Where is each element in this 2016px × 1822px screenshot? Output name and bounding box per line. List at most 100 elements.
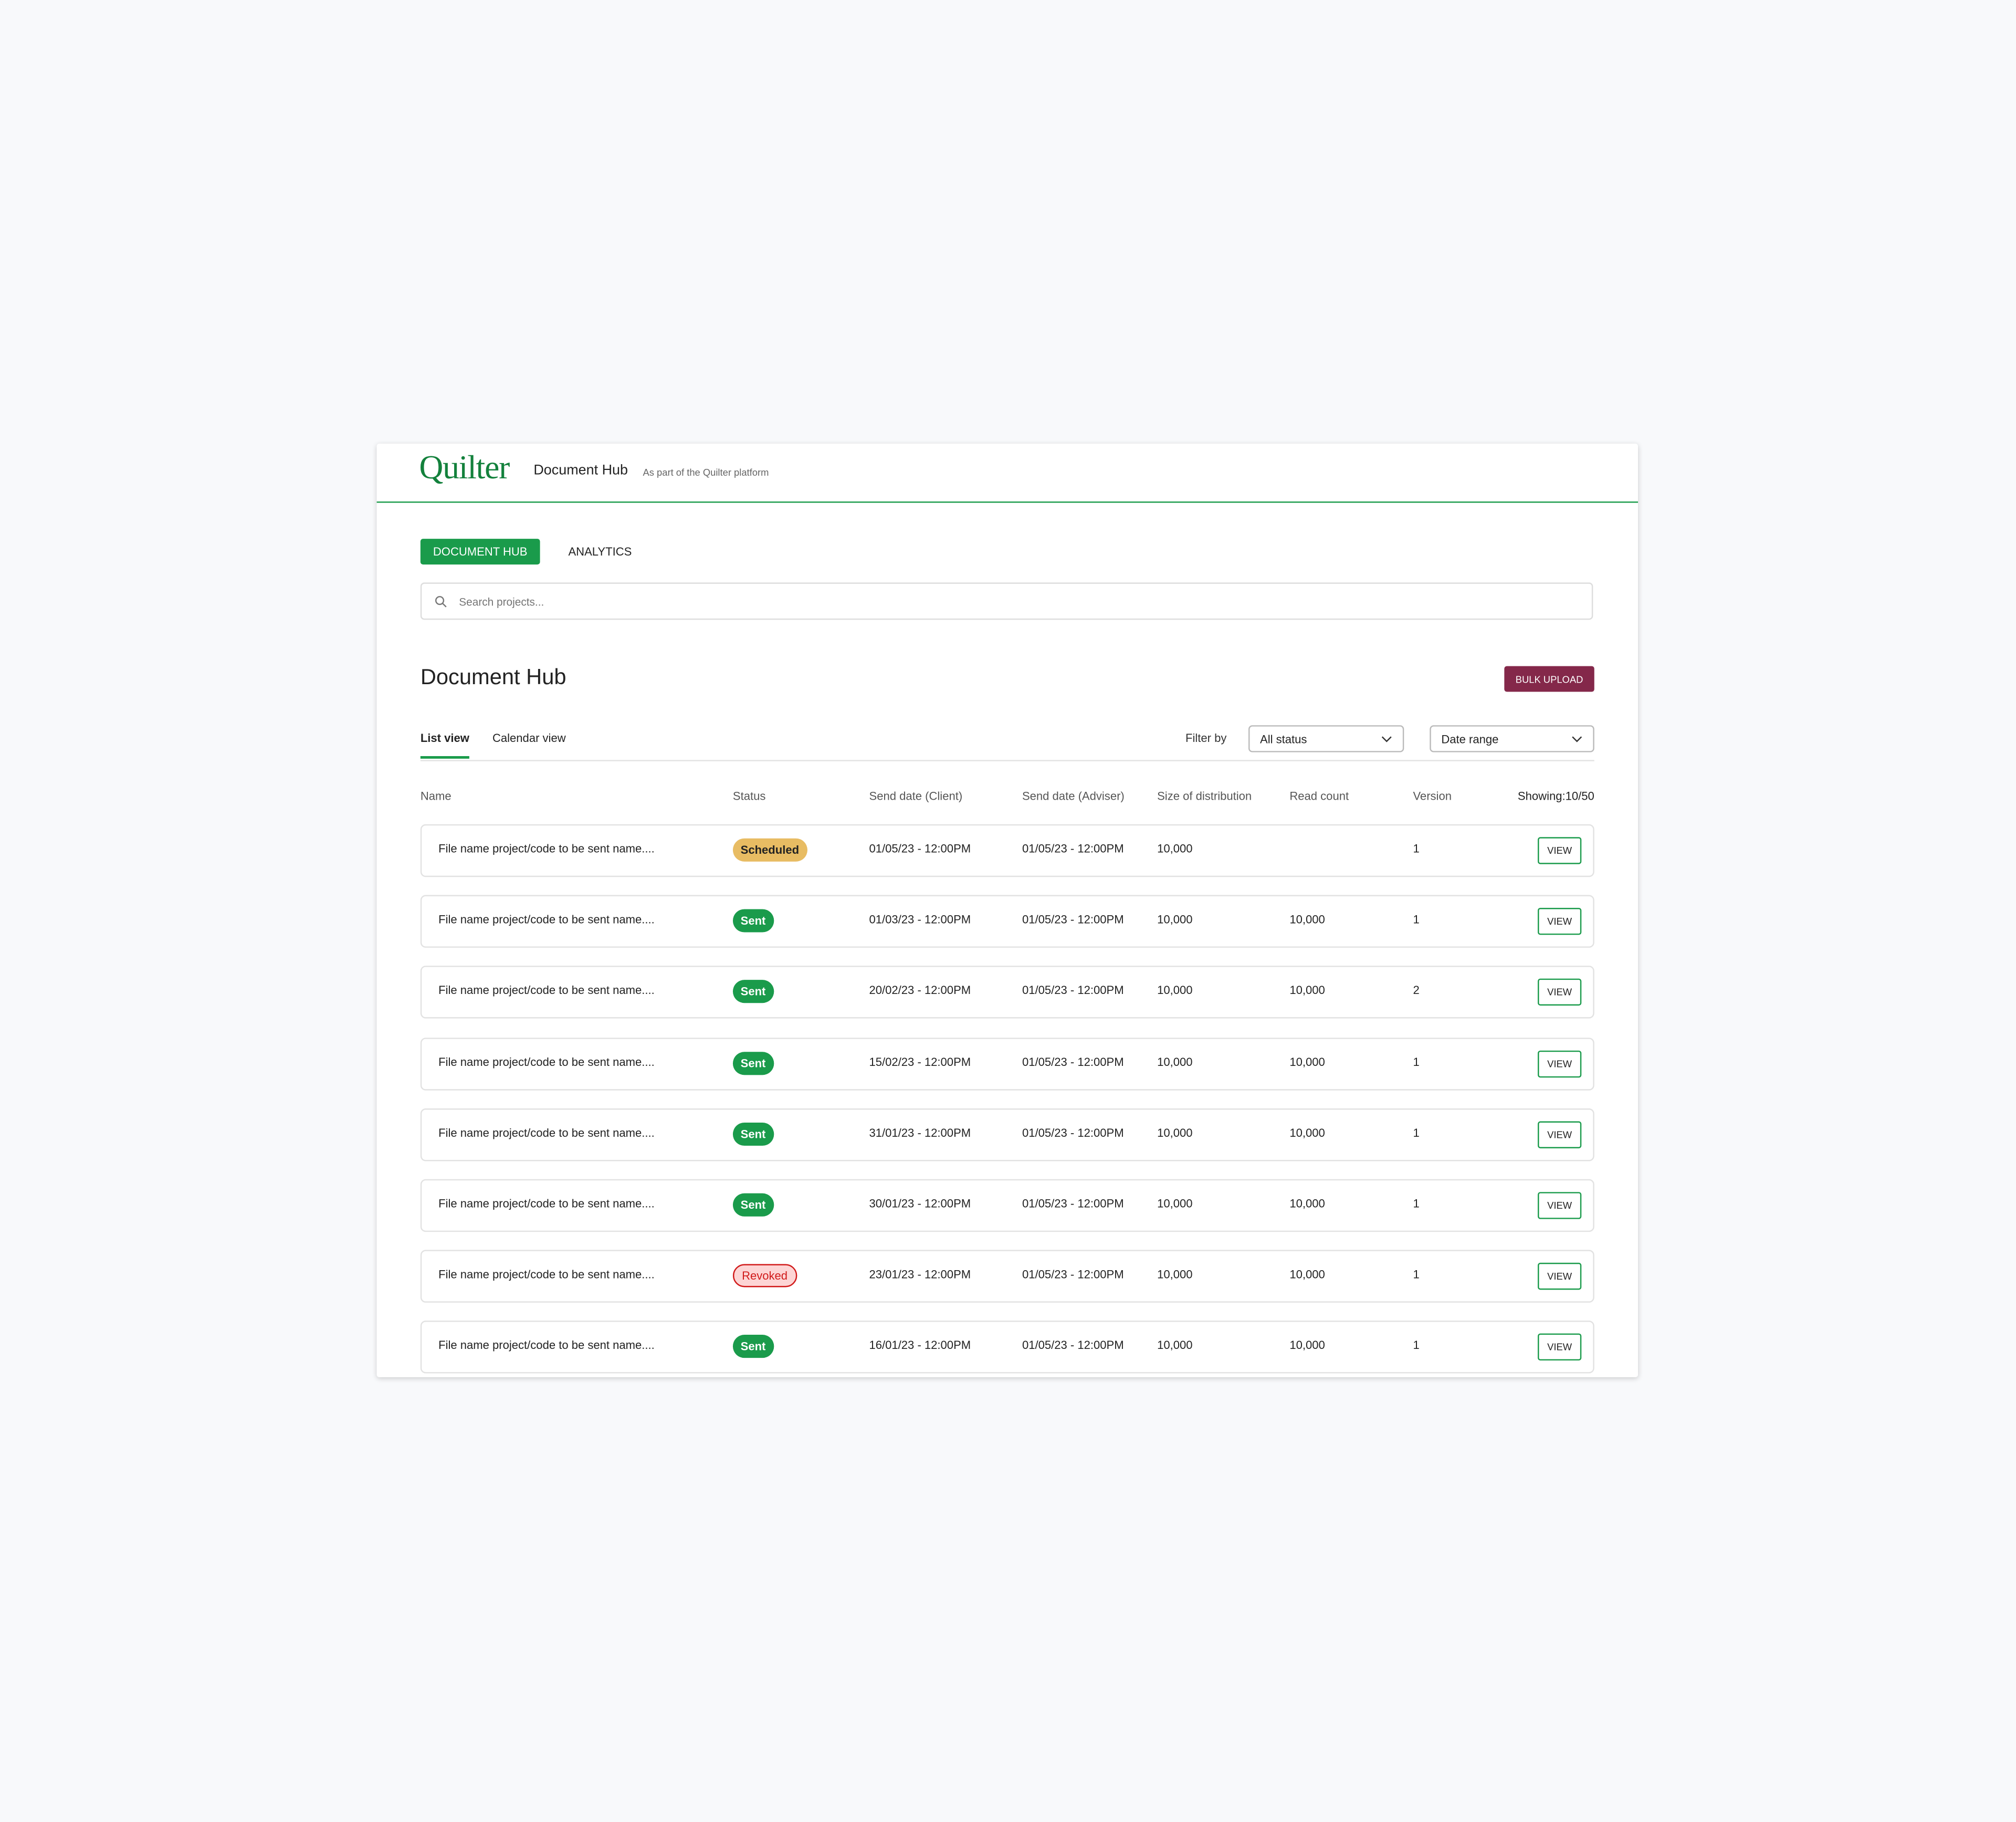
search-icon [435, 595, 447, 607]
version: 1 [1413, 1197, 1420, 1210]
table-row[interactable]: File name project/code to be sent name..… [420, 824, 1594, 877]
view-button[interactable]: VIEW [1538, 837, 1582, 864]
status-badge: Scheduled [732, 838, 807, 862]
column-header-status: Status [732, 789, 766, 803]
column-header-send-date-adviser: Send date (Adviser) [1022, 789, 1125, 803]
send-date-client: 01/03/23 - 12:00PM [869, 913, 971, 926]
view-button[interactable]: VIEW [1538, 908, 1582, 935]
page-title: Document Hub [420, 665, 566, 689]
send-date-client: 16/01/23 - 12:00PM [869, 1339, 971, 1352]
file-name[interactable]: File name project/code to be sent name..… [438, 913, 655, 926]
version: 1 [1413, 1055, 1420, 1069]
version: 1 [1413, 1339, 1420, 1352]
send-date-adviser: 01/05/23 - 12:00PM [1022, 1126, 1124, 1139]
status-select[interactable]: All status [1248, 725, 1404, 752]
distribution-size: 10,000 [1157, 1055, 1193, 1069]
version: 1 [1413, 1126, 1420, 1139]
status-badge: Revoked [732, 1264, 797, 1287]
view-tabs: List view Calendar view [420, 727, 1594, 761]
send-date-client: 30/01/23 - 12:00PM [869, 1197, 971, 1210]
search-input[interactable] [456, 593, 1490, 609]
table-row[interactable]: File name project/code to be sent name..… [420, 1321, 1594, 1374]
file-name[interactable]: File name project/code to be sent name..… [438, 984, 655, 997]
status-badge: Sent [732, 980, 774, 1004]
read-count: 10,000 [1289, 913, 1325, 926]
status-badge: Sent [732, 1051, 774, 1075]
file-name[interactable]: File name project/code to be sent name..… [438, 1339, 655, 1352]
tab-analytics[interactable]: ANALYTICS [568, 545, 632, 558]
column-header-size: Size of distribution [1157, 789, 1252, 803]
quilter-logo[interactable]: Quilter [419, 448, 510, 486]
distribution-size: 10,000 [1157, 913, 1193, 926]
search-bar[interactable] [420, 582, 1593, 620]
bulk-upload-button[interactable]: BULK UPLOAD [1504, 666, 1594, 692]
file-name[interactable]: File name project/code to be sent name..… [438, 1055, 655, 1069]
send-date-adviser: 01/05/23 - 12:00PM [1022, 913, 1124, 926]
file-name[interactable]: File name project/code to be sent name..… [438, 842, 655, 855]
send-date-client: 23/01/23 - 12:00PM [869, 1268, 971, 1281]
column-header-name: Name [420, 789, 452, 803]
tab-list-view[interactable]: List view [420, 731, 469, 759]
view-button[interactable]: VIEW [1538, 979, 1582, 1007]
app-subtitle: As part of the Quilter platform [643, 466, 769, 479]
send-date-client: 01/05/23 - 12:00PM [869, 842, 971, 855]
read-count: 10,000 [1289, 1197, 1325, 1210]
send-date-adviser: 01/05/23 - 12:00PM [1022, 1339, 1124, 1352]
file-name[interactable]: File name project/code to be sent name..… [438, 1268, 655, 1281]
send-date-client: 31/01/23 - 12:00PM [869, 1126, 971, 1139]
distribution-size: 10,000 [1157, 1197, 1193, 1210]
column-header-version: Version [1413, 789, 1452, 803]
tab-document-hub[interactable]: DOCUMENT HUB [420, 539, 540, 565]
showing-count: Showing:10/50 [1517, 789, 1594, 803]
app-header: Quilter Document Hub As part of the Quil… [376, 444, 1639, 503]
chevron-down-icon [1572, 736, 1582, 742]
read-count: 10,000 [1289, 1268, 1325, 1281]
version: 1 [1413, 913, 1420, 926]
table-row[interactable]: File name project/code to be sent name..… [420, 1037, 1594, 1090]
status-badge: Sent [732, 909, 774, 933]
view-button[interactable]: VIEW [1538, 1263, 1582, 1290]
column-header-read-count: Read count [1289, 789, 1349, 803]
file-name[interactable]: File name project/code to be sent name..… [438, 1197, 655, 1210]
read-count: 10,000 [1289, 1339, 1325, 1352]
view-button[interactable]: VIEW [1538, 1050, 1582, 1077]
column-header-send-date-client: Send date (Client) [869, 789, 963, 803]
filter-label: Filter by [1185, 731, 1227, 745]
read-count: 10,000 [1289, 1055, 1325, 1069]
view-button[interactable]: VIEW [1538, 1121, 1582, 1148]
table-row[interactable]: File name project/code to be sent name..… [420, 1250, 1594, 1303]
read-count: 10,000 [1289, 984, 1325, 997]
app-title: Document Hub [533, 463, 628, 479]
send-date-adviser: 01/05/23 - 12:00PM [1022, 1055, 1124, 1069]
view-button[interactable]: VIEW [1538, 1334, 1582, 1361]
status-select-value: All status [1260, 732, 1307, 746]
version: 1 [1413, 1268, 1420, 1281]
view-button[interactable]: VIEW [1538, 1192, 1582, 1219]
distribution-size: 10,000 [1157, 984, 1193, 997]
chevron-down-icon [1381, 736, 1392, 742]
distribution-size: 10,000 [1157, 1339, 1193, 1352]
status-badge: Sent [732, 1193, 774, 1217]
send-date-adviser: 01/05/23 - 12:00PM [1022, 984, 1124, 997]
table-row[interactable]: File name project/code to be sent name..… [420, 1179, 1594, 1232]
read-count: 10,000 [1289, 1126, 1325, 1139]
send-date-client: 20/02/23 - 12:00PM [869, 984, 971, 997]
date-range-select[interactable]: Date range [1430, 725, 1594, 752]
distribution-size: 10,000 [1157, 842, 1193, 855]
tab-calendar-view[interactable]: Calendar view [492, 731, 566, 745]
table-row[interactable]: File name project/code to be sent name..… [420, 895, 1594, 948]
status-badge: Sent [732, 1335, 774, 1359]
send-date-adviser: 01/05/23 - 12:00PM [1022, 1197, 1124, 1210]
version: 2 [1413, 984, 1420, 997]
table-row[interactable]: File name project/code to be sent name..… [420, 966, 1594, 1019]
status-badge: Sent [732, 1122, 774, 1146]
send-date-adviser: 01/05/23 - 12:00PM [1022, 842, 1124, 855]
date-range-value: Date range [1441, 732, 1499, 746]
send-date-client: 15/02/23 - 12:00PM [869, 1055, 971, 1069]
app-window: Quilter Document Hub As part of the Quil… [376, 443, 1639, 1377]
distribution-size: 10,000 [1157, 1126, 1193, 1139]
file-name[interactable]: File name project/code to be sent name..… [438, 1126, 655, 1139]
version: 1 [1413, 842, 1420, 855]
send-date-adviser: 01/05/23 - 12:00PM [1022, 1268, 1124, 1281]
table-row[interactable]: File name project/code to be sent name..… [420, 1108, 1594, 1161]
